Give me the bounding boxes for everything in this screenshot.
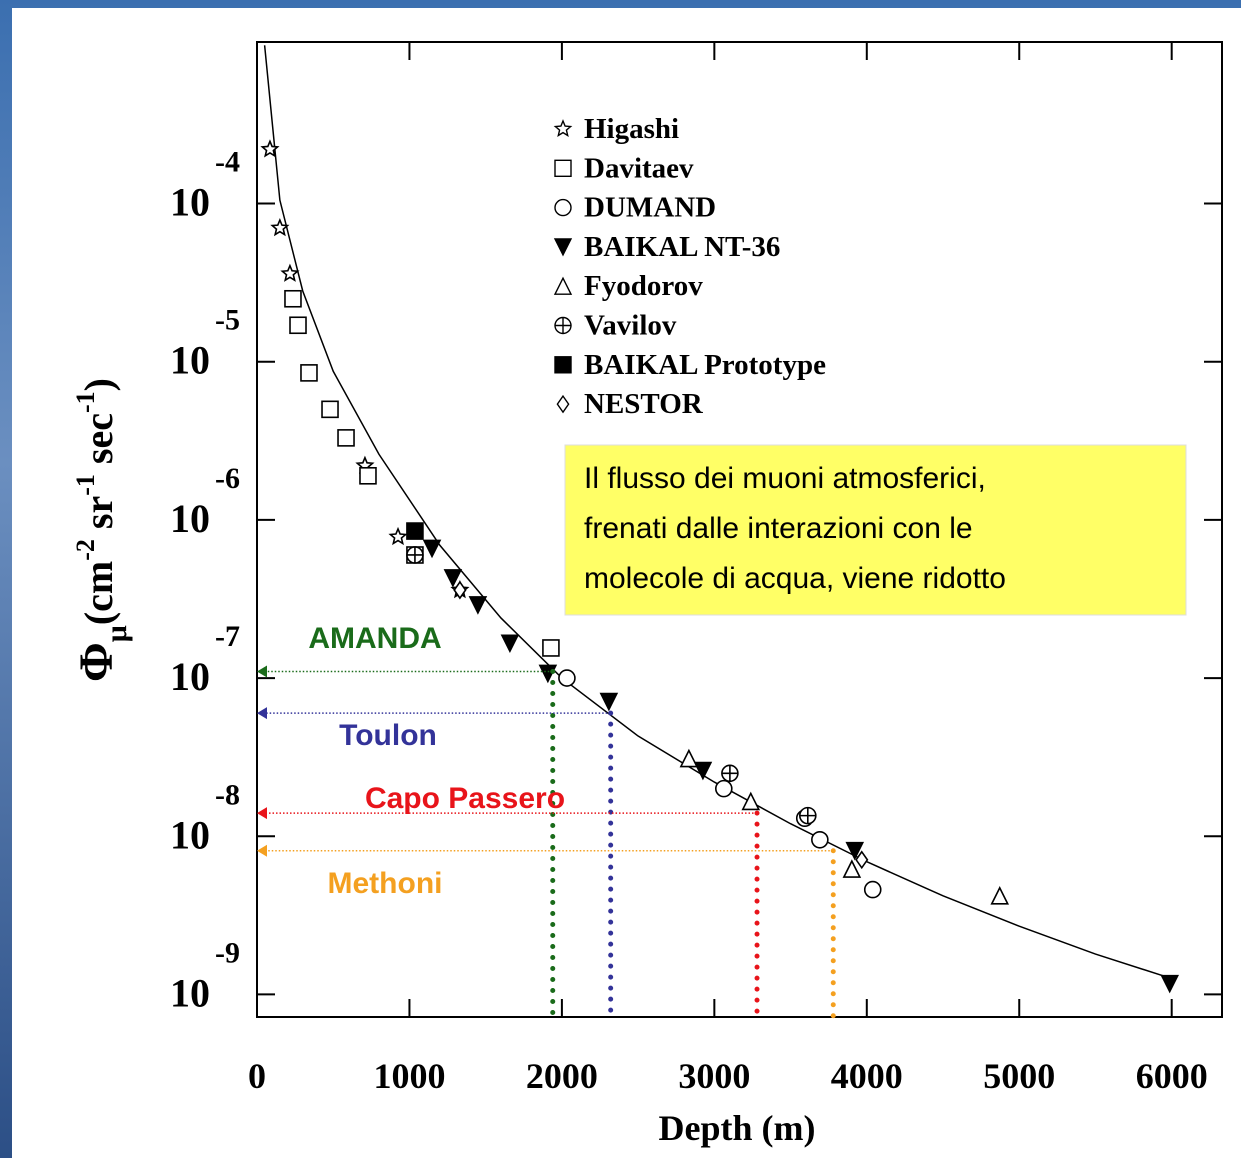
marker-filled-square bbox=[406, 522, 424, 540]
marker-star bbox=[553, 119, 573, 137]
marker-circle bbox=[811, 830, 829, 849]
marker-circle bbox=[863, 880, 882, 899]
marker-square bbox=[321, 400, 339, 419]
marker-crossed-circle bbox=[798, 806, 817, 825]
marker-down-triangle bbox=[443, 569, 463, 588]
x-tick-label: 5000 bbox=[983, 1056, 1055, 1096]
y-tick-label: 10 bbox=[170, 180, 210, 225]
y-tick-exponent: -5 bbox=[215, 304, 240, 337]
legend-label: NESTOR bbox=[584, 388, 704, 420]
y-label-part: ) bbox=[76, 378, 121, 391]
marker-triangle bbox=[679, 748, 699, 768]
marker-circle bbox=[714, 779, 733, 798]
site-arrowhead bbox=[257, 807, 267, 820]
note-box bbox=[564, 444, 1187, 616]
site-arrowhead bbox=[257, 665, 267, 678]
marker-square bbox=[289, 316, 307, 335]
marker-diamond bbox=[855, 850, 869, 870]
y-tick-exponent: -7 bbox=[215, 620, 240, 653]
marker-star bbox=[270, 217, 290, 237]
marker-triangle bbox=[842, 859, 862, 878]
legend-label: DUMAND bbox=[584, 192, 716, 224]
y-tick-exponent: -9 bbox=[215, 936, 240, 969]
site-arrowhead bbox=[257, 844, 267, 857]
legend-label: BAIKAL Prototype bbox=[584, 349, 826, 381]
marker-down-triangle bbox=[693, 761, 713, 781]
y-tick-label: 10 bbox=[170, 812, 210, 857]
marker-square bbox=[542, 639, 560, 657]
legend-label: BAIKAL NT-36 bbox=[584, 231, 780, 263]
y-label-part: sec bbox=[76, 413, 121, 474]
marker-crossed-circle bbox=[721, 764, 739, 783]
marker-filled-square bbox=[554, 356, 572, 374]
marker-triangle bbox=[990, 886, 1010, 905]
marker-down-triangle bbox=[599, 692, 619, 712]
y-label-part: -1 bbox=[71, 391, 100, 413]
y-label-part: Φ bbox=[70, 642, 123, 682]
marker-square bbox=[337, 429, 355, 447]
marker-triangle bbox=[741, 791, 761, 811]
legend-label: Davitaev bbox=[584, 152, 694, 184]
marker-circle bbox=[558, 669, 576, 687]
marker-circle bbox=[554, 198, 572, 217]
marker-crossed-circle bbox=[406, 546, 424, 564]
y-tick-label: 10 bbox=[170, 970, 210, 1015]
y-label-part: μ bbox=[100, 625, 133, 642]
marker-diamond bbox=[453, 580, 467, 600]
note-line: Il flusso dei muoni atmosferici, bbox=[584, 462, 986, 495]
site-label: AMANDA bbox=[308, 622, 441, 655]
x-tick-label: 6000 bbox=[1136, 1056, 1208, 1096]
site-label: Methoni bbox=[328, 867, 443, 900]
y-label-part: sr bbox=[76, 496, 121, 539]
marker-square bbox=[359, 466, 377, 485]
x-tick-label: 1000 bbox=[373, 1056, 445, 1096]
marker-star bbox=[388, 526, 408, 546]
marker-star bbox=[260, 139, 280, 158]
marker-crossed-circle bbox=[554, 316, 572, 335]
y-tick-label: 10 bbox=[170, 654, 210, 699]
marker-diamond bbox=[556, 394, 570, 414]
plot-frame bbox=[256, 41, 1223, 1018]
x-tick-label: 2000 bbox=[526, 1056, 598, 1096]
x-axis-label: Depth (m) bbox=[659, 1108, 816, 1148]
fit-curve bbox=[263, 45, 1172, 980]
site-label: Toulon bbox=[339, 719, 437, 752]
x-tick-label: 3000 bbox=[678, 1056, 750, 1096]
marker-down-triangle bbox=[422, 539, 442, 559]
site-arrowhead bbox=[257, 707, 267, 720]
marker-square bbox=[554, 159, 572, 178]
marker-down-triangle bbox=[500, 634, 520, 654]
marker-square bbox=[284, 289, 302, 308]
legend-label: Vavilov bbox=[584, 310, 677, 342]
x-tick-label: 4000 bbox=[831, 1056, 903, 1096]
y-axis-label: Φμ(cm-2 sr-1 sec-1) bbox=[70, 378, 133, 682]
marker-down-triangle bbox=[468, 596, 488, 615]
marker-square bbox=[300, 364, 318, 382]
marker-down-triangle bbox=[553, 238, 573, 257]
note-line: frenati dalle interazioni con le bbox=[584, 512, 973, 545]
y-tick-exponent: -8 bbox=[215, 778, 240, 811]
site-label: Capo Passero bbox=[365, 782, 565, 815]
y-tick-label: 10 bbox=[170, 496, 210, 541]
y-label-part: -1 bbox=[71, 474, 100, 496]
note-line: molecole di acqua, viene ridotto bbox=[584, 562, 1006, 595]
legend-label: Fyodorov bbox=[584, 270, 703, 302]
y-label-part: -2 bbox=[71, 539, 100, 561]
marker-down-triangle bbox=[845, 841, 865, 861]
y-tick-label: 10 bbox=[170, 338, 210, 383]
marker-star bbox=[280, 263, 300, 282]
y-tick-exponent: -4 bbox=[215, 146, 240, 179]
y-label-part: (cm bbox=[76, 561, 121, 625]
marker-triangle bbox=[553, 276, 573, 295]
marker-down-triangle bbox=[1160, 974, 1180, 994]
x-tick-label: 0 bbox=[248, 1056, 266, 1096]
y-tick-exponent: -6 bbox=[215, 462, 240, 495]
legend-label: Higashi bbox=[584, 113, 679, 145]
